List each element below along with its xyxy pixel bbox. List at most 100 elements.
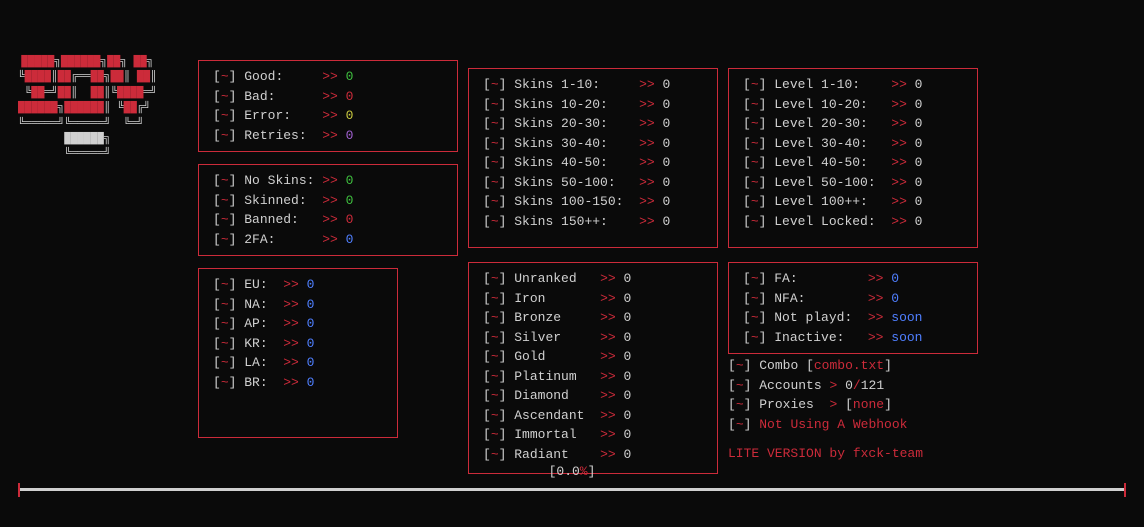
access-panel: [~] FA: >> 0[~] NFA: >> 0[~] Not playd: … — [728, 262, 978, 354]
row-label: Level Locked: — [774, 214, 891, 229]
skins-row: [~] Skins 10-20: >> 0 — [483, 95, 703, 115]
row-label: Retries: — [244, 128, 322, 143]
row-label: Gold — [514, 349, 600, 364]
regions-row: [~] BR: >> 0 — [213, 373, 383, 393]
skins-row: [~] Skins 150++: >> 0 — [483, 212, 703, 232]
row-value: 0 — [915, 155, 923, 170]
row-label: Skinned: — [244, 193, 322, 208]
row-value: 0 — [623, 310, 631, 325]
row-value: 0 — [915, 97, 923, 112]
proxies-label: Proxies — [759, 397, 814, 412]
row-value: 0 — [891, 271, 899, 286]
accounts-done: 0 — [845, 378, 853, 393]
status-row: [~] Error: >> 0 — [213, 106, 443, 126]
row-label: Silver — [514, 330, 600, 345]
row-value: 0 — [346, 128, 354, 143]
row-label: Skins 150++: — [514, 214, 639, 229]
row-label: Skins 40-50: — [514, 155, 639, 170]
levels-panel: [~] Level 1-10: >> 0[~] Level 10-20: >> … — [728, 68, 978, 248]
status-panel: [~] Good: >> 0[~] Bad: >> 0[~] Error: >>… — [198, 60, 458, 152]
webhook-text: Not Using A Webhook — [759, 417, 907, 432]
row-label: Skins 30-40: — [514, 136, 639, 151]
flags-row: [~] Banned: >> 0 — [213, 210, 443, 230]
skins-row: [~] Skins 100-150: >> 0 — [483, 192, 703, 212]
row-value: 0 — [307, 316, 315, 331]
row-value: soon — [891, 330, 922, 345]
row-label: Level 30-40: — [774, 136, 891, 151]
levels-row: [~] Level 100++: >> 0 — [743, 192, 963, 212]
row-value: 0 — [915, 77, 923, 92]
row-value: 0 — [623, 427, 631, 442]
row-label: No Skins: — [244, 173, 322, 188]
regions-panel: [~] EU: >> 0[~] NA: >> 0[~] AP: >> 0[~] … — [198, 268, 398, 438]
row-label: Immortal — [514, 427, 600, 442]
row-value: 0 — [346, 212, 354, 227]
row-value: 0 — [915, 136, 923, 151]
row-label: AP: — [244, 316, 283, 331]
flags-panel: [~] No Skins: >> 0[~] Skinned: >> 0[~] B… — [198, 164, 458, 256]
row-label: Level 40-50: — [774, 155, 891, 170]
row-value: 0 — [662, 155, 670, 170]
row-label: EU: — [244, 277, 283, 292]
access-row: [~] Inactive: >> soon — [743, 328, 963, 348]
ranks-row: [~] Diamond >> 0 — [483, 386, 703, 406]
row-value: 0 — [915, 116, 923, 131]
row-label: NFA: — [774, 291, 868, 306]
row-value: soon — [891, 310, 922, 325]
levels-row: [~] Level 30-40: >> 0 — [743, 134, 963, 154]
row-value: 0 — [623, 330, 631, 345]
combo-label: Combo — [759, 358, 798, 373]
regions-row: [~] LA: >> 0 — [213, 353, 383, 373]
row-label: FA: — [774, 271, 868, 286]
ranks-row: [~] Gold >> 0 — [483, 347, 703, 367]
row-label: NA: — [244, 297, 283, 312]
accounts-total: 121 — [861, 378, 884, 393]
regions-row: [~] NA: >> 0 — [213, 295, 383, 315]
skins-row: [~] Skins 20-30: >> 0 — [483, 114, 703, 134]
row-label: Bad: — [244, 89, 322, 104]
row-label: Not playd: — [774, 310, 868, 325]
row-label: Level 10-20: — [774, 97, 891, 112]
row-label: Error: — [244, 108, 322, 123]
ranks-row: [~] Iron >> 0 — [483, 289, 703, 309]
row-label: Good: — [244, 69, 322, 84]
levels-row: [~] Level 20-30: >> 0 — [743, 114, 963, 134]
row-value: 0 — [346, 69, 354, 84]
access-row: [~] NFA: >> 0 — [743, 289, 963, 309]
row-value: 0 — [346, 89, 354, 104]
regions-row: [~] EU: >> 0 — [213, 275, 383, 295]
row-value: 0 — [623, 447, 631, 462]
row-label: 2FA: — [244, 232, 322, 247]
row-value: 0 — [623, 408, 631, 423]
row-value: 0 — [346, 232, 354, 247]
row-value: 0 — [623, 291, 631, 306]
row-label: Skins 20-30: — [514, 116, 639, 131]
levels-row: [~] Level 40-50: >> 0 — [743, 153, 963, 173]
row-value: 0 — [346, 108, 354, 123]
regions-row: [~] AP: >> 0 — [213, 314, 383, 334]
combo-file: combo.txt — [814, 358, 884, 373]
skins-row: [~] Skins 30-40: >> 0 — [483, 134, 703, 154]
row-label: Iron — [514, 291, 600, 306]
flags-row: [~] Skinned: >> 0 — [213, 191, 443, 211]
row-value: 0 — [662, 116, 670, 131]
row-label: Skins 50-100: — [514, 175, 639, 190]
row-value: 0 — [307, 355, 315, 370]
row-value: 0 — [346, 173, 354, 188]
row-label: Platinum — [514, 369, 600, 384]
row-label: Unranked — [514, 271, 600, 286]
flags-row: [~] No Skins: >> 0 — [213, 171, 443, 191]
ranks-row: [~] Unranked >> 0 — [483, 269, 703, 289]
skins-row: [~] Skins 50-100: >> 0 — [483, 173, 703, 193]
row-label: Radiant — [514, 447, 600, 462]
version-text: LITE VERSION by fxck-team — [728, 446, 923, 461]
regions-row: [~] KR: >> 0 — [213, 334, 383, 354]
row-label: KR: — [244, 336, 283, 351]
proxies-value: none — [853, 397, 884, 412]
levels-row: [~] Level 50-100: >> 0 — [743, 173, 963, 193]
status-row: [~] Good: >> 0 — [213, 67, 443, 87]
levels-row: [~] Level Locked: >> 0 — [743, 212, 963, 232]
row-value: 0 — [346, 193, 354, 208]
row-value: 0 — [891, 291, 899, 306]
access-row: [~] Not playd: >> soon — [743, 308, 963, 328]
